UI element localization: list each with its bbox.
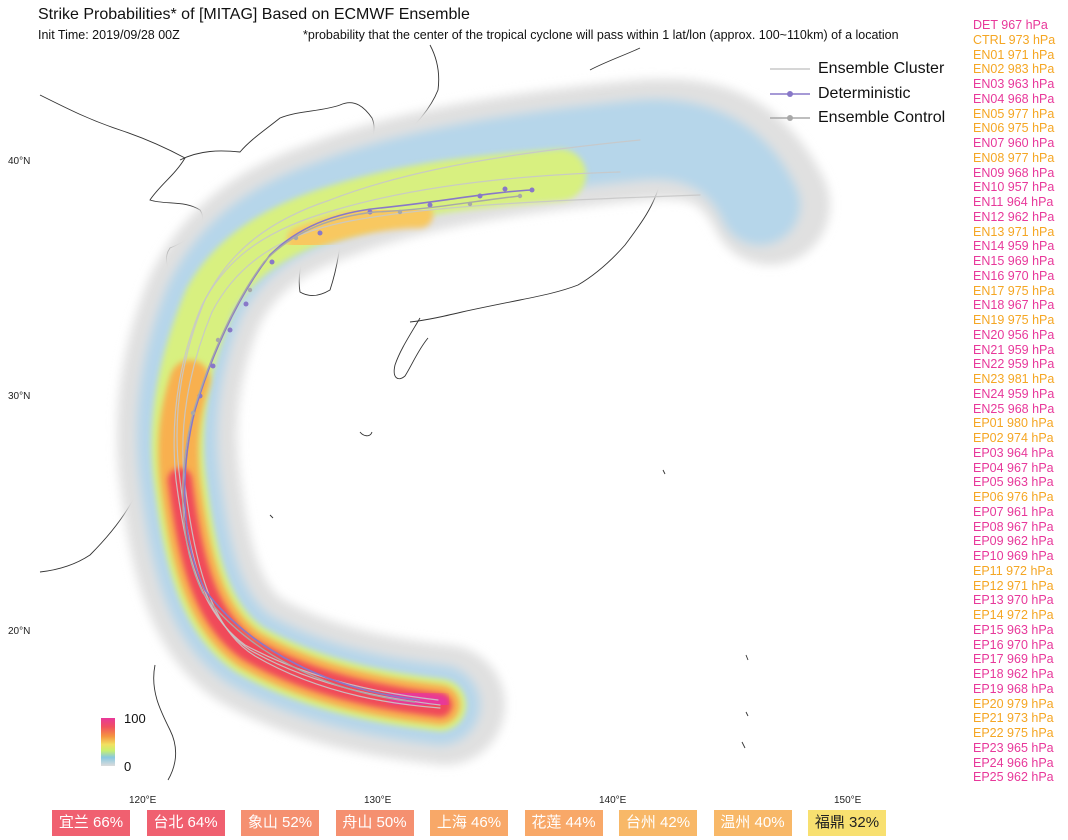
legend: Ensemble Cluster Deterministic Ensemble … bbox=[770, 58, 945, 132]
pressure-item: EP16 970 hPa bbox=[973, 637, 1054, 652]
lat-tick: 40°N bbox=[8, 156, 31, 167]
pressure-item: EP11 972 hPa bbox=[973, 563, 1053, 578]
pressure-item: EN22 959 hPa bbox=[973, 357, 1055, 372]
lon-tick: 130°E bbox=[364, 795, 392, 806]
pressure-item: EN07 960 hPa bbox=[973, 136, 1055, 150]
pressure-item: EN08 977 hPa bbox=[973, 150, 1055, 165]
pressure-item: EP08 967 hPa bbox=[973, 519, 1054, 534]
pressure-item: EN04 968 hPa bbox=[973, 91, 1055, 106]
pressure-item: EN17 975 hPa bbox=[973, 283, 1055, 298]
pressure-item: EN23 981 hPa bbox=[973, 372, 1055, 386]
lon-tick: 140°E bbox=[599, 795, 627, 806]
pressure-item: EP14 972 hPa bbox=[973, 608, 1054, 622]
city-badge: 宜兰 66% bbox=[52, 810, 130, 836]
control-track bbox=[182, 193, 523, 703]
pressure-item: EN24 959 hPa bbox=[973, 386, 1055, 401]
pressure-item: EP15 963 hPa bbox=[973, 622, 1054, 637]
ensemble-cluster-swatch bbox=[770, 68, 810, 70]
deterministic-track bbox=[183, 186, 535, 701]
lon-tick: 150°E bbox=[834, 795, 862, 806]
pressure-item: EN14 959 hPa bbox=[973, 239, 1055, 254]
pressure-item: EN06 975 hPa bbox=[973, 121, 1055, 136]
pressure-item: EN13 971 hPa bbox=[973, 224, 1055, 239]
pressure-item: EP09 962 hPa bbox=[973, 534, 1054, 549]
lon-tick: 120°E bbox=[129, 795, 157, 806]
legend-item-ensemble-control: Ensemble Control bbox=[770, 107, 945, 132]
pressure-item: EP24 966 hPa bbox=[973, 755, 1054, 770]
pressure-item: EP18 962 hPa bbox=[973, 667, 1054, 681]
city-badge: 花莲 44% bbox=[524, 810, 603, 836]
pressure-item: EN11 964 hPa bbox=[973, 195, 1054, 209]
probability-colorbar bbox=[101, 718, 115, 766]
city-badge: 福鼎 32% bbox=[808, 810, 886, 836]
pressure-item: EN16 970 hPa bbox=[973, 268, 1055, 283]
pressure-item: EN19 975 hPa bbox=[973, 313, 1055, 327]
pressure-item: EP07 961 hPa bbox=[973, 504, 1054, 519]
pressure-item: EN01 971 hPa bbox=[973, 47, 1055, 62]
legend-label: Deterministic bbox=[818, 84, 911, 102]
init-time: Init Time: 2019/09/28 00Z bbox=[38, 28, 180, 42]
pressure-item: EP22 975 hPa bbox=[973, 726, 1054, 740]
pressure-item: EP25 962 hPa bbox=[973, 770, 1054, 785]
legend-item-ensemble-cluster: Ensemble Cluster bbox=[770, 58, 945, 83]
pressure-item: EP05 963 hPa bbox=[973, 475, 1054, 490]
pressure-item: EN03 963 hPa bbox=[973, 77, 1055, 91]
probability-swath bbox=[117, 78, 830, 765]
pressure-item: EN12 962 hPa bbox=[973, 209, 1055, 224]
pressure-item: EN09 968 hPa bbox=[973, 165, 1055, 180]
city-badge: 象山 52% bbox=[241, 810, 319, 836]
pressure-item: EN15 969 hPa bbox=[973, 254, 1055, 268]
pressure-item: EP01 980 hPa bbox=[973, 416, 1054, 431]
city-badge: 舟山 50% bbox=[335, 810, 414, 836]
lat-tick: 30°N bbox=[8, 391, 31, 402]
pressure-item: EN18 967 hPa bbox=[973, 298, 1055, 313]
pressure-item: EN20 956 hPa bbox=[973, 327, 1055, 342]
legend-item-deterministic: Deterministic bbox=[770, 83, 945, 108]
pressure-item: EP02 974 hPa bbox=[973, 431, 1054, 445]
pressure-item: EP19 968 hPa bbox=[973, 681, 1054, 696]
pressure-item: EP04 967 hPa bbox=[973, 460, 1054, 475]
pressure-item: EN02 983 hPa bbox=[973, 62, 1055, 77]
pressure-item: EP20 979 hPa bbox=[973, 696, 1054, 711]
pressure-list: DET 967 hPa CTRL 973 hPa EN01 971 hPa EN02 … bbox=[973, 18, 1055, 785]
ensemble-control-swatch bbox=[770, 115, 810, 121]
footnote: *probability that the center of the trop… bbox=[303, 28, 899, 42]
pressure-item: CTRL 973 hPa bbox=[973, 32, 1056, 47]
pressure-item: EP10 969 hPa bbox=[973, 549, 1054, 563]
pressure-item: EP12 971 hPa bbox=[973, 578, 1054, 593]
pressure-item: EP17 969 hPa bbox=[973, 652, 1054, 667]
city-badge: 温州 40% bbox=[713, 810, 792, 836]
pressure-item: EP03 964 hPa bbox=[973, 445, 1054, 460]
pressure-item: EN10 957 hPa bbox=[973, 180, 1055, 195]
legend-label: Ensemble Control bbox=[818, 109, 946, 126]
legend-label: Ensemble Cluster bbox=[818, 60, 945, 77]
pressure-item: EP21 973 hPa bbox=[973, 711, 1054, 726]
city-badge: 上海 46% bbox=[430, 810, 508, 836]
city-badge: 台州 42% bbox=[619, 810, 697, 836]
pressure-item: EN21 959 hPa bbox=[973, 342, 1055, 357]
pressure-item: EP06 976 hPa bbox=[973, 490, 1054, 504]
pressure-item: EP23 965 hPa bbox=[973, 740, 1054, 755]
chart-title: Strike Probabilities* of [MITAG] Based o… bbox=[38, 6, 470, 23]
pressure-item: EN25 968 hPa bbox=[973, 401, 1055, 416]
pressure-item: EP13 970 hPa bbox=[973, 593, 1054, 608]
lat-tick: 20°N bbox=[8, 626, 31, 637]
deterministic-swatch bbox=[770, 90, 810, 97]
pressure-item: EN05 977 hPa bbox=[973, 106, 1055, 121]
pressure-item: DET 967 hPa bbox=[973, 18, 1048, 32]
city-badge: 台北 64% bbox=[146, 810, 225, 836]
colorbar-max-label: 100 bbox=[124, 711, 146, 726]
colorbar-min-label: 0 bbox=[124, 759, 132, 774]
